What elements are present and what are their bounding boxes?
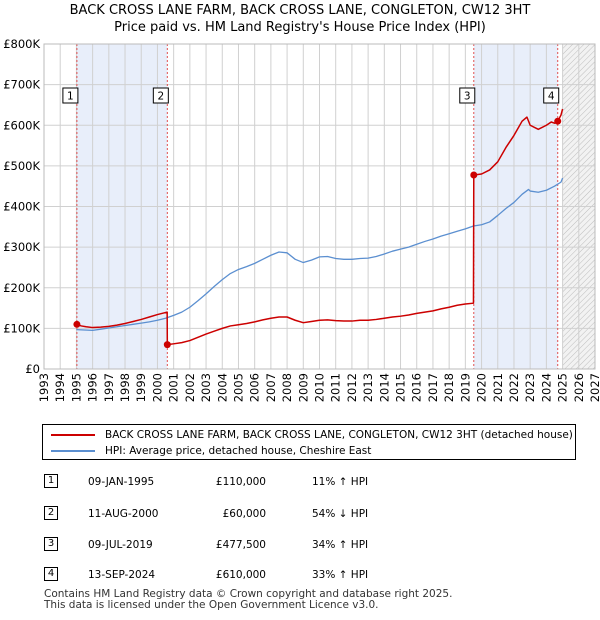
sale-label: 3 [464, 91, 471, 103]
sale-price: £610,000 [215, 569, 266, 581]
property-series-line [76, 108, 564, 346]
x-tick-label: 2008 [280, 373, 294, 402]
x-tick-label: 2006 [248, 373, 262, 402]
x-tick-label: 2000 [150, 373, 164, 402]
x-tick-label: 2018 [442, 373, 456, 402]
sale-number-badge: 4 [44, 567, 58, 581]
x-tick-label: 2009 [296, 373, 310, 402]
sale-date: 09-JAN-1995 [88, 476, 155, 488]
x-tick-label: 1999 [134, 373, 148, 402]
x-tick-label: 2027 [588, 373, 600, 402]
table-row: 4 13-SEP-2024 £610,000 33% ↑ HPI [0, 566, 600, 584]
x-tick-label: 2003 [199, 373, 213, 402]
x-tick-label: 2010 [313, 373, 327, 402]
sale-hpi-change: 11% ↑ HPI [312, 476, 369, 488]
x-tick-label: 2022 [507, 373, 521, 402]
x-tick-label: 2025 [556, 373, 570, 402]
sale-number-badge: 2 [44, 506, 58, 520]
y-tick-label: £700K [3, 78, 40, 92]
price-chart: 1 2 3 4 £0 £100K £200K £300K £400K £500K £600K £70… [3, 37, 600, 402]
sale-date: 09-JUL-2019 [88, 539, 153, 551]
y-tick-label: £200K [3, 281, 40, 295]
x-tick-label: 2023 [523, 373, 537, 402]
sale-label-box [62, 87, 79, 104]
hpi-series-line [76, 177, 564, 332]
sale-point [470, 171, 478, 179]
legend-swatch-hpi [51, 450, 95, 452]
legend-swatch-property [51, 434, 95, 436]
x-tick-label: 2014 [377, 373, 391, 402]
sale-label-box [152, 87, 169, 104]
sale-point [163, 341, 171, 349]
sale-price: £60,000 [222, 508, 266, 520]
x-tick-label: 2011 [329, 373, 343, 402]
sale-point [554, 117, 562, 125]
x-tick-label: 2002 [183, 373, 197, 402]
sale-hpi-change: 33% ↑ HPI [312, 569, 369, 581]
x-tick-label: 2017 [426, 373, 440, 402]
y-tick-label: £300K [3, 240, 40, 254]
sale-price: £477,500 [215, 539, 266, 551]
x-tick-label: 2001 [167, 373, 181, 402]
x-tick-label: 2005 [231, 373, 245, 402]
sale-label-box [459, 87, 476, 104]
legend-label-property: BACK CROSS LANE FARM, BACK CROSS LANE, C… [105, 429, 573, 441]
sale-number-badge: 3 [44, 537, 58, 551]
attribution: Contains HM Land Registry data © Crown c… [44, 589, 452, 611]
sale-hpi-change: 34% ↑ HPI [312, 539, 369, 551]
y-tick-label: £600K [3, 118, 40, 132]
y-tick-label: £100K [3, 321, 40, 335]
attribution-line-1: Contains HM Land Registry data © Crown c… [44, 588, 453, 600]
x-tick-label: 2013 [361, 373, 375, 402]
y-tick-label: £800K [3, 37, 40, 51]
sale-hpi-change: 54% ↓ HPI [312, 508, 369, 520]
legend-item-property: BACK CROSS LANE FARM, BACK CROSS LANE, C… [51, 428, 573, 442]
x-tick-label: 2020 [475, 373, 489, 402]
sale-label: 1 [67, 91, 74, 103]
table-row: 1 09-JAN-1995 £110,000 11% ↑ HPI [0, 473, 600, 491]
sale-label: 2 [157, 91, 164, 103]
x-tick-label: 2007 [264, 373, 278, 402]
table-row: 3 09-JUL-2019 £477,500 34% ↑ HPI [0, 536, 600, 554]
x-tick-label: 2012 [345, 373, 359, 402]
attribution-line-2: This data is licensed under the Open Gov… [44, 599, 379, 611]
y-tick-label: £0 [25, 362, 40, 376]
x-tick-label: 1993 [37, 373, 51, 402]
x-tick-label: 2019 [458, 373, 472, 402]
legend: BACK CROSS LANE FARM, BACK CROSS LANE, C… [42, 424, 576, 460]
x-tick-label: 2026 [572, 373, 586, 402]
sale-date: 11-AUG-2000 [88, 508, 159, 520]
y-tick-label: £400K [3, 200, 40, 214]
sale-price: £110,000 [215, 476, 266, 488]
legend-item-hpi: HPI: Average price, detached house, Ches… [51, 444, 371, 458]
legend-label-hpi: HPI: Average price, detached house, Ches… [105, 445, 372, 457]
sale-date: 13-SEP-2024 [88, 569, 156, 581]
x-tick-label: 2024 [539, 373, 553, 402]
x-tick-label: 2004 [215, 373, 229, 402]
x-tick-label: 2015 [394, 373, 408, 402]
table-row: 2 11-AUG-2000 £60,000 54% ↓ HPI [0, 505, 600, 523]
sale-number-badge: 1 [44, 474, 58, 488]
sale-label-box [543, 87, 560, 104]
x-tick-label: 1998 [118, 373, 132, 402]
plot-frame [43, 43, 596, 370]
x-tick-label: 1995 [69, 373, 83, 402]
chart-title: BACK CROSS LANE FARM, BACK CROSS LANE, C… [69, 3, 531, 18]
x-tick-label: 2016 [410, 373, 424, 402]
chart-subtitle: Price paid vs. HM Land Registry's House … [114, 20, 486, 35]
x-tick-label: 2021 [491, 373, 505, 402]
sale-label: 4 [548, 91, 555, 103]
x-tick-label: 1997 [102, 373, 116, 402]
sale-point [73, 320, 81, 328]
x-tick-label: 1994 [53, 373, 67, 402]
y-tick-label: £500K [3, 159, 40, 173]
x-tick-label: 1996 [86, 373, 100, 402]
